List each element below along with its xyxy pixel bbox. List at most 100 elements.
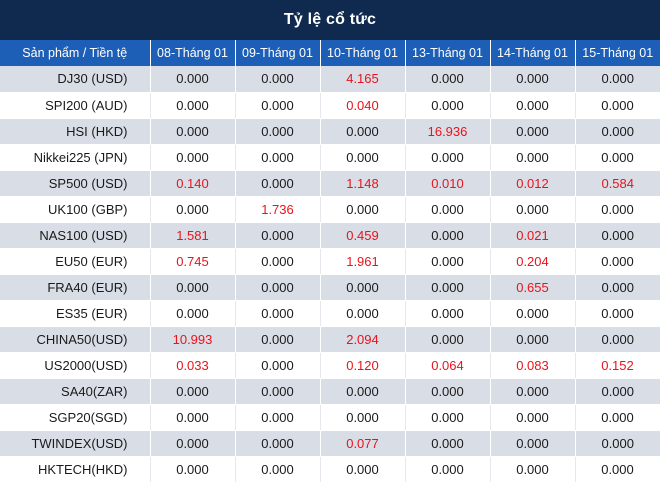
dividend-value-cell: 0.012 [490, 170, 576, 197]
product-cell: HSI (HKD) [0, 118, 151, 145]
dividend-value-cell: 0.033 [150, 352, 236, 379]
dividend-value-cell: 0.000 [235, 248, 321, 275]
product-cell: UK100 (GBP) [0, 196, 151, 223]
dividend-value-cell: 0.000 [575, 378, 660, 405]
header-date: 13-Tháng 01 [405, 40, 491, 66]
dividend-table: Sản phẩm / Tiền tệ 08-Tháng 01 09-Tháng … [0, 40, 660, 483]
table-row: TWINDEX(USD) 0.000 0.000 0.077 0.000 0.000 0.0… [0, 430, 660, 457]
dividend-value-cell: 1.736 [235, 196, 321, 223]
dividend-value-cell: 0.000 [320, 144, 406, 171]
product-cell: EU50 (EUR) [0, 248, 151, 275]
table-row: EU50 (EUR) 0.745 0.000 1.961 0.000 0.204 0.000 [0, 248, 660, 275]
dividend-value-cell: 0.000 [490, 430, 576, 457]
dividend-value-cell: 0.000 [405, 300, 491, 327]
dividend-value-cell: 0.000 [235, 430, 321, 457]
product-cell: FRA40 (EUR) [0, 274, 151, 301]
table-row: HKTECH(HKD) 0.000 0.000 0.000 0.000 0.000 0.00… [0, 456, 660, 483]
dividend-value-cell: 0.000 [405, 404, 491, 431]
product-cell: SGP20(SGD) [0, 404, 151, 431]
dividend-value-cell: 0.000 [405, 144, 491, 171]
dividend-value-cell: 10.993 [150, 326, 236, 353]
dividend-value-cell: 0.000 [490, 378, 576, 405]
dividend-value-cell: 0.000 [320, 300, 406, 327]
dividend-value-cell: 0.204 [490, 248, 576, 275]
dividend-value-cell: 0.000 [490, 456, 576, 483]
dividend-value-cell: 0.000 [320, 118, 406, 145]
dividend-value-cell: 0.000 [405, 66, 491, 93]
product-cell: DJ30 (USD) [0, 66, 151, 93]
dividend-value-cell: 0.000 [150, 378, 236, 405]
dividend-value-cell: 0.000 [575, 326, 660, 353]
product-cell: NAS100 (USD) [0, 222, 151, 249]
dividend-value-cell: 0.000 [490, 404, 576, 431]
product-cell: SPI200 (AUD) [0, 92, 151, 119]
dividend-value-cell: 0.000 [150, 144, 236, 171]
header-date: 14-Tháng 01 [490, 40, 576, 66]
table-row: NAS100 (USD) 1.581 0.000 0.459 0.000 0.021 0.0… [0, 222, 660, 249]
dividend-value-cell: 4.165 [320, 66, 406, 93]
product-cell: ES35 (EUR) [0, 300, 151, 327]
product-cell: Nikkei225 (JPN) [0, 144, 151, 171]
dividend-value-cell: 0.000 [235, 378, 321, 405]
dividend-value-cell: 0.000 [490, 196, 576, 223]
dividend-value-cell: 0.000 [575, 248, 660, 275]
dividend-value-cell: 16.936 [405, 118, 491, 145]
dividend-value-cell: 0.000 [235, 144, 321, 171]
dividend-value-cell: 0.000 [235, 118, 321, 145]
dividend-value-cell: 0.000 [235, 300, 321, 327]
product-cell: CHINA50(USD) [0, 326, 151, 353]
dividend-value-cell: 1.581 [150, 222, 236, 249]
dividend-value-cell: 0.000 [320, 196, 406, 223]
dividend-value-cell: 0.000 [575, 144, 660, 171]
dividend-value-cell: 0.000 [405, 248, 491, 275]
dividend-value-cell: 0.000 [150, 92, 236, 119]
table-row: DJ30 (USD) 0.000 0.000 4.165 0.000 0.000 0.000 [0, 66, 660, 93]
table-row: Nikkei225 (JPN) 0.000 0.000 0.000 0.000 0.000… [0, 144, 660, 171]
dividend-value-cell: 0.000 [575, 118, 660, 145]
dividend-value-cell: 0.000 [490, 66, 576, 93]
table-row: ES35 (EUR) 0.000 0.000 0.000 0.000 0.000 0.000 [0, 300, 660, 327]
header-date: 08-Tháng 01 [150, 40, 236, 66]
dividend-value-cell: 0.000 [575, 300, 660, 327]
dividend-value-cell: 0.000 [150, 404, 236, 431]
product-cell: SA40(ZAR) [0, 378, 151, 405]
dividend-value-cell: 0.000 [405, 456, 491, 483]
dividend-value-cell: 0.000 [320, 404, 406, 431]
dividend-value-cell: 0.000 [235, 92, 321, 119]
dividend-value-cell: 0.000 [490, 300, 576, 327]
dividend-value-cell: 0.000 [405, 92, 491, 119]
dividend-value-cell: 0.000 [150, 300, 236, 327]
dividend-value-cell: 0.000 [575, 222, 660, 249]
dividend-value-cell: 2.094 [320, 326, 406, 353]
dividend-value-cell: 0.000 [405, 430, 491, 457]
product-cell: SP500 (USD) [0, 170, 151, 197]
dividend-value-cell: 0.000 [490, 118, 576, 145]
header-date: 15-Tháng 01 [582, 46, 654, 60]
dividend-value-cell: 0.064 [405, 352, 491, 379]
dividend-value-cell: 0.000 [405, 196, 491, 223]
table-row: FRA40 (EUR) 0.000 0.000 0.000 0.000 0.655 0.00… [0, 274, 660, 301]
dividend-value-cell: 0.000 [150, 118, 236, 145]
dividend-value-cell: 0.000 [405, 326, 491, 353]
dividend-value-cell: 0.584 [575, 170, 660, 197]
dividend-value-cell: 0.000 [320, 378, 406, 405]
product-cell: HKTECH(HKD) [0, 456, 151, 483]
table-row: CHINA50(USD) 10.993 0.000 2.094 0.000 0.000 0.… [0, 326, 660, 353]
dividend-value-cell: 0.000 [405, 378, 491, 405]
dividend-value-cell: 0.000 [235, 326, 321, 353]
table-row: SGP20(SGD) 0.000 0.000 0.000 0.000 0.000 0.000 [0, 404, 660, 431]
dividend-value-cell: 0.000 [490, 92, 576, 119]
dividend-value-cell: 0.000 [405, 274, 491, 301]
dividend-value-cell: 0.000 [150, 66, 236, 93]
product-cell: US2000(USD) [0, 352, 151, 379]
header-row: Sản phẩm / Tiền tệ 08-Tháng 01 09-Tháng … [0, 40, 660, 66]
dividend-value-cell: 0.000 [235, 456, 321, 483]
dividend-value-cell: 0.000 [575, 456, 660, 483]
table-row: HSI (HKD) 0.000 0.000 0.000 16.936 0.000 0.000 [0, 118, 660, 145]
dividend-value-cell: 0.000 [320, 274, 406, 301]
table-row: SPI200 (AUD) 0.000 0.000 0.040 0.000 0.000 0.0… [0, 92, 660, 119]
dividend-value-cell: 0.655 [490, 274, 576, 301]
dividend-value-cell: 0.152 [575, 352, 660, 379]
table-row: SP500 (USD) 0.140 0.000 1.148 0.010 0.012 0.58… [0, 170, 660, 197]
